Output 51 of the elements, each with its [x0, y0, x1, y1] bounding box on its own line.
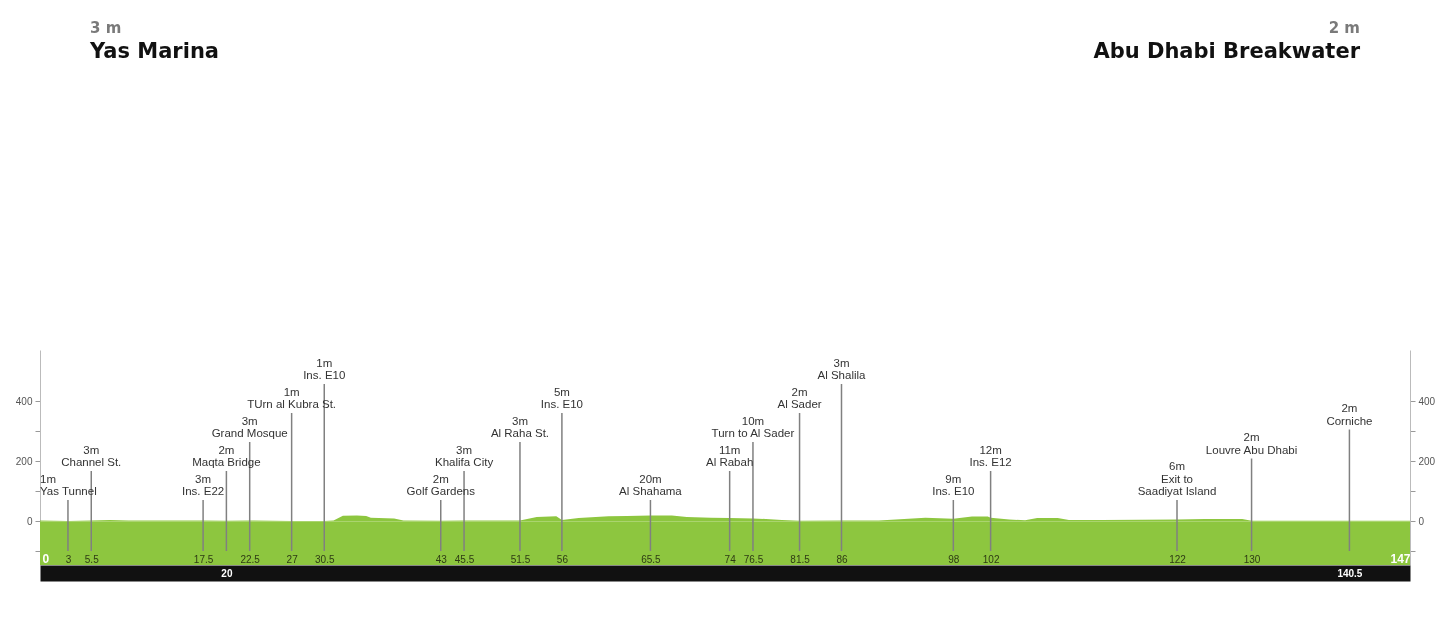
x-tick-label: 65.5 — [641, 553, 662, 565]
x-tick-label: 27 — [286, 553, 299, 565]
ref-line-label: 3m Al Raha St. — [490, 414, 550, 439]
ref-line-label: 9m Ins. E10 — [932, 472, 975, 497]
ref-line-label: 12m Ins. E12 — [969, 443, 1012, 468]
x-tick-label: 86 — [836, 553, 848, 565]
y-tick-label: 400 — [15, 395, 33, 407]
x-tick-label: 45.5 — [454, 553, 475, 565]
ref-line-label: 6m Exit to Saadiyat Island — [1137, 460, 1217, 497]
text: Yas Marina — [89, 39, 220, 63]
text: 3 m — [90, 19, 122, 37]
y2-tick-label: 200 — [1418, 455, 1436, 467]
x2-tick-label: 20 — [221, 567, 233, 579]
x-tick-label: 81.5 — [790, 553, 811, 565]
ref-line-label: 2m Louvre Abu Dhabi — [1205, 431, 1298, 456]
y2-tick-label: 400 — [1418, 395, 1436, 407]
x-tick-label: 17.5 — [193, 553, 214, 565]
x-tick-label: 74 — [724, 553, 737, 565]
ref-line-label: 3m Ins. E22 — [181, 472, 225, 497]
ref-line-label: 2m Golf Gardens — [406, 472, 476, 497]
x-tick-label: 22.5 — [240, 553, 261, 565]
x-tick-label: 122 — [1169, 553, 1187, 565]
ref-line-label: 2m Al Sader — [777, 385, 822, 410]
x-tick-label: 76.5 — [743, 553, 764, 565]
x-tick-label: 5.5 — [84, 553, 100, 565]
ref-line-label: 3m Channel St. — [61, 443, 122, 468]
ref-line-label: 3m Al Shalila — [817, 356, 867, 381]
ref-line-label: 1m Ins. E10 — [303, 356, 346, 381]
x-tick-label: 3 — [65, 553, 72, 565]
x2-tick-label: 140.5 — [1337, 567, 1363, 579]
ref-line-label: 10m Turn to Al Sader — [711, 414, 795, 439]
x-tick-label: 130 — [1243, 553, 1261, 565]
ref-line-label: 2m Corniche — [1326, 402, 1373, 427]
x-tick-label: 51.5 — [510, 553, 531, 565]
ref-line-label: 3m Khalifa City — [434, 443, 494, 468]
ref-line-label: 5m Ins. E10 — [540, 385, 584, 410]
x-tick-label: 56 — [556, 553, 569, 565]
x-tick-label: 30.5 — [315, 553, 335, 565]
x-tick-label: 98 — [948, 553, 960, 565]
text: Abu Dhabi Breakwater — [1093, 39, 1361, 63]
x-tick-label: 0 — [42, 551, 50, 566]
ref-line-label: 11m Al Rabah — [706, 443, 754, 468]
x-tick-label: 43 — [435, 553, 448, 565]
y-tick-label: 0 — [26, 515, 33, 527]
text: 2 m — [1328, 19, 1360, 37]
y2-tick-label: 0 — [1418, 515, 1425, 527]
x-tick-label: 147 — [1390, 551, 1411, 566]
y-tick-label: 200 — [15, 455, 33, 467]
ref-line-label: 3m Grand Mosque — [211, 414, 288, 439]
ref-line-label: 20m Al Shahama — [619, 472, 683, 497]
x-tick-label: 102 — [982, 553, 1000, 565]
